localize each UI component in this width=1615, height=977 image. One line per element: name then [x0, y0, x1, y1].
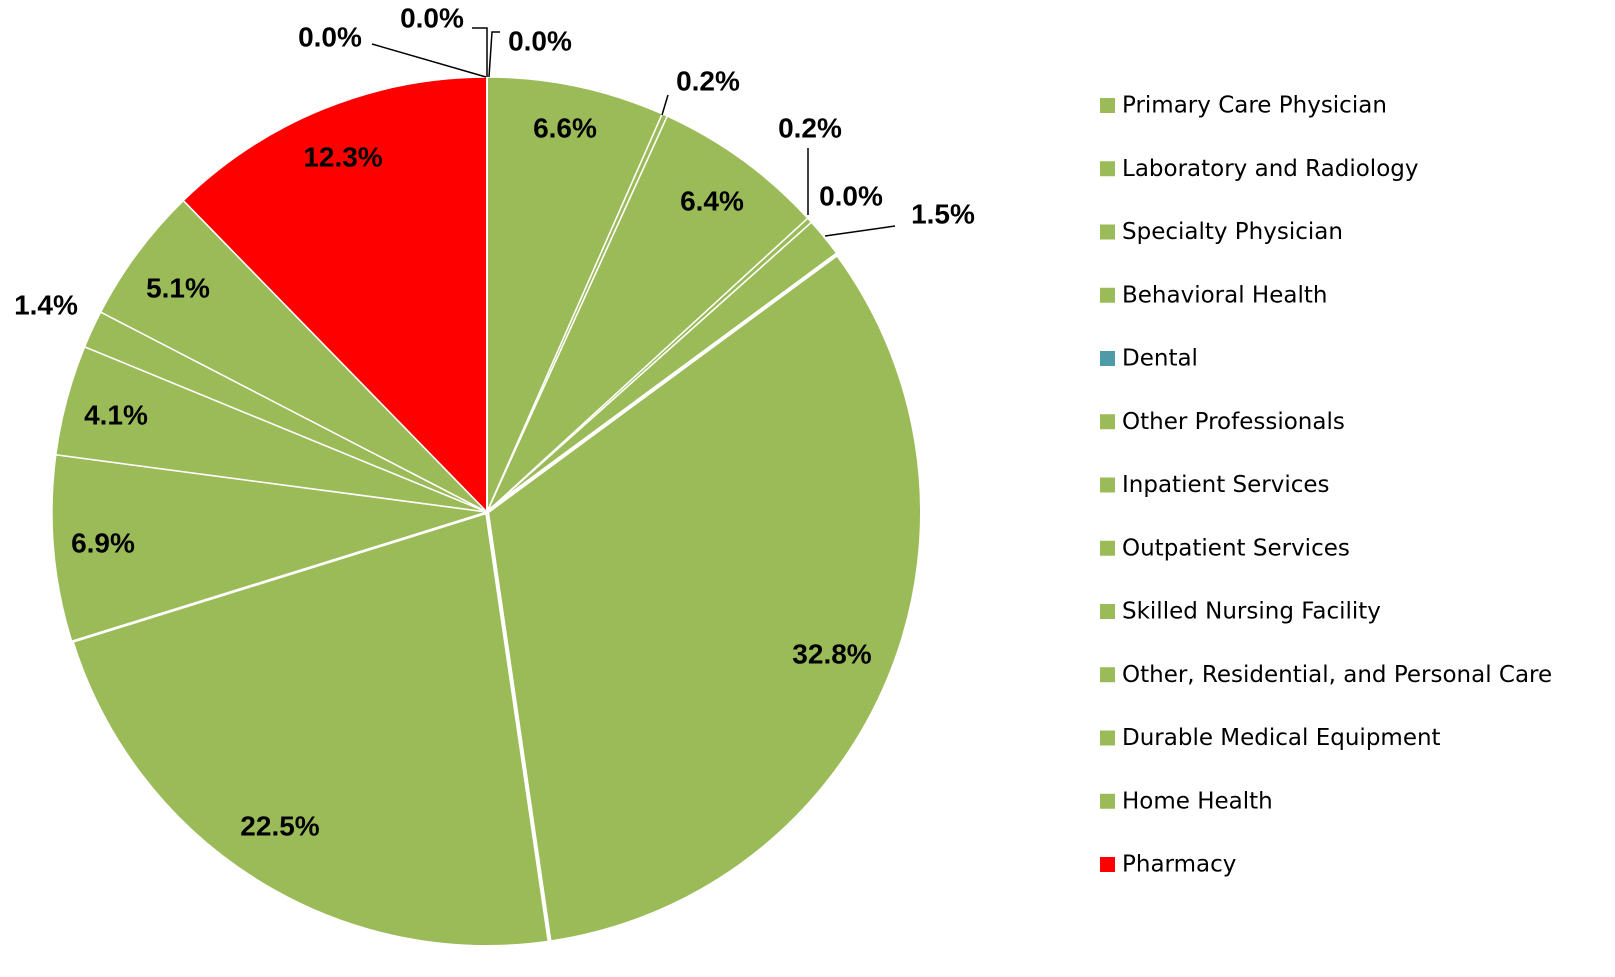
pie-slice: [99, 199, 488, 513]
data-label: 6.6%: [533, 112, 597, 143]
legend-label: Laboratory and Radiology: [1122, 156, 1418, 182]
legend-swatch: [1100, 414, 1115, 430]
data-label: 0.0%: [298, 21, 362, 52]
data-label: 0.2%: [676, 65, 740, 96]
data-label: 5.1%: [146, 272, 210, 303]
legend-label: Inpatient Services: [1122, 472, 1330, 498]
legend-swatch: [1100, 98, 1115, 113]
legend-swatch: [1100, 604, 1115, 619]
data-label: 0.0%: [819, 180, 883, 211]
legend-label: Home Health: [1122, 788, 1273, 814]
legend-label: Pharmacy: [1122, 852, 1236, 878]
data-label: 0.2%: [778, 112, 842, 143]
legend-label: Outpatient Services: [1122, 535, 1350, 561]
legend-swatch: [1100, 667, 1115, 683]
pie-slice: [484, 251, 925, 945]
data-label: 0.0%: [508, 25, 572, 56]
pie-slice: [486, 115, 809, 513]
legend-swatch: [1100, 224, 1115, 240]
pie-slice: [486, 76, 664, 513]
legend-label: Other Professionals: [1122, 409, 1345, 435]
legend-swatch: [1100, 477, 1115, 493]
data-label: 4.1%: [84, 399, 148, 430]
data-label: 22.5%: [240, 810, 319, 841]
legend-swatch: [1100, 287, 1115, 303]
legend-swatch: [1100, 857, 1115, 872]
data-label: 0.0%: [400, 2, 464, 33]
pie-slice: [182, 76, 488, 514]
legend-label: Skilled Nursing Facility: [1122, 599, 1381, 625]
legend-swatch: [1100, 161, 1115, 177]
legend-label: Durable Medical Equipment: [1122, 725, 1441, 751]
pie-slice: [69, 509, 552, 949]
data-label: 32.8%: [792, 638, 871, 669]
data-label: 12.3%: [303, 141, 382, 172]
legend-label: Behavioral Health: [1122, 282, 1327, 308]
leader-line: [824, 225, 896, 237]
leader-line: [371, 43, 487, 78]
legend-label: Other, Residential, and Personal Care: [1122, 662, 1552, 688]
legend-swatch: [1100, 540, 1115, 556]
data-label: 1.4%: [14, 289, 78, 320]
leader-line: [472, 27, 488, 77]
legend-swatch: [1100, 793, 1115, 809]
leader-line: [488, 31, 500, 78]
leader-line: [661, 94, 669, 116]
legend-label: Primary Care Physician: [1122, 93, 1387, 119]
legend-label: Specialty Physician: [1122, 219, 1343, 245]
legend-swatch: [1100, 730, 1115, 746]
legend-label: Dental: [1122, 346, 1198, 372]
data-label: 6.4%: [680, 185, 744, 216]
pie-slice: [51, 453, 488, 643]
legend-swatch: [1100, 351, 1115, 366]
data-label: 6.9%: [71, 527, 135, 558]
data-label: 1.5%: [911, 198, 975, 229]
